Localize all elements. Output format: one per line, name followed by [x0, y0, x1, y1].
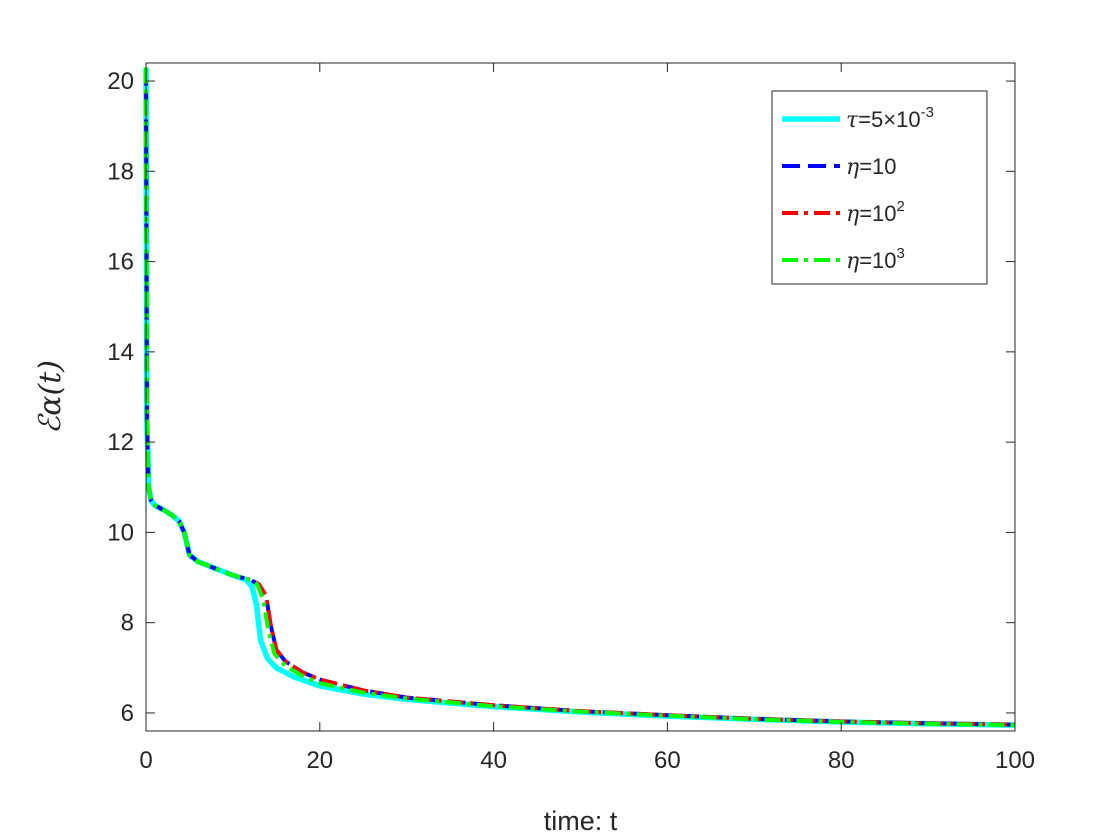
y-tick-label: 20: [107, 68, 134, 95]
tick-layer: [145, 63, 1016, 731]
legend-items: τ=5×10-3 η=10 η=102 η=103: [782, 104, 934, 274]
legend-label: η=10: [846, 154, 897, 180]
y-tick-label: 8: [121, 610, 134, 637]
series-line-4: [144, 67, 1016, 728]
legend: τ=5×10-3 η=10 η=102 η=103: [771, 90, 988, 285]
y-tick-label: 18: [107, 158, 134, 185]
legend-box: [771, 90, 988, 285]
x-tick-label: 40: [480, 747, 507, 774]
x-tick-label: 60: [654, 747, 681, 774]
x-tick-label: 0: [139, 747, 152, 774]
y-tick-label: 10: [107, 519, 134, 546]
legend-label: η=103: [846, 245, 905, 274]
x-tick-label: 80: [828, 747, 855, 774]
tick-label-layer: 0 20 40 60 80 100 6 8 10 12 14 16 18 20: [107, 68, 1035, 774]
x-axis-label: time: t: [544, 806, 618, 836]
y-axis-label: ℰα(t): [33, 360, 68, 434]
series-layer: [143, 67, 1016, 728]
x-tick-label: 100: [995, 747, 1035, 774]
legend-label: η=102: [846, 198, 905, 227]
plot-frame: [145, 62, 1016, 732]
series-line-3: [144, 67, 1016, 727]
y-tick-label: 12: [107, 429, 134, 456]
x-tick-label: 20: [306, 747, 333, 774]
y-tick-label: 16: [107, 249, 134, 276]
legend-label: τ=5×10-3: [846, 104, 934, 133]
y-tick-label: 6: [121, 700, 134, 727]
y-tick-label: 14: [107, 339, 134, 366]
